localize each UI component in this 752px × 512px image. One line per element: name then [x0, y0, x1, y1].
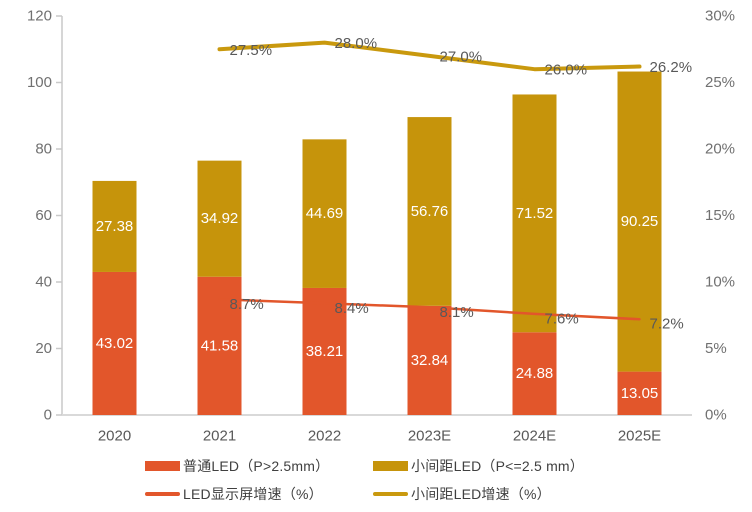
bar-segment	[407, 117, 452, 306]
legend-swatch-fine-pitch-growth	[373, 492, 408, 496]
legend-label-led-display-growth: LED显示屏增速（%）	[183, 486, 323, 502]
y-axis-label: 100	[27, 74, 52, 91]
combo-chart: 0 20 40 60 80 100 120 0% 5% 10% 15% 20% 25% 30% 2020 20…	[27, 8, 735, 445]
line-value-label: 8.4%	[335, 300, 369, 317]
y-axis-label: 120	[27, 8, 52, 25]
bar-segment	[512, 94, 557, 333]
bar-value-label: 13.05	[621, 385, 659, 402]
bar-value-label: 41.58	[201, 337, 239, 354]
legend-label-fine-pitch-led: 小间距LED（P<=2.5 mm）	[411, 458, 584, 474]
y-axis-label: 0	[44, 407, 52, 424]
bar-segment	[302, 287, 347, 415]
right-axis-label: 5%	[705, 340, 727, 357]
y-axis-label: 80	[35, 141, 52, 158]
bar-value-label: 71.52	[516, 205, 554, 222]
legend-label-common-led: 普通LED（P>2.5mm）	[183, 458, 330, 474]
line-value-label: 8.7%	[230, 296, 264, 313]
right-axis-label: 10%	[705, 274, 735, 291]
bar-value-label: 90.25	[621, 213, 659, 230]
x-axis-label: 2021	[203, 428, 236, 445]
y-axis-label: 20	[35, 340, 52, 357]
right-axis-label: 0%	[705, 407, 727, 424]
legend-item-fine-pitch-led: 小间距LED（P<=2.5 mm）	[373, 456, 584, 476]
bar-segment	[92, 180, 137, 272]
x-axis-label: 2024E	[513, 428, 556, 445]
y-axis-label: 60	[35, 207, 52, 224]
bar-value-label: 32.84	[411, 352, 449, 369]
bar-segment	[617, 71, 662, 372]
bar-segment	[407, 305, 452, 415]
bar-segment	[512, 332, 557, 415]
bar-value-label: 34.92	[201, 210, 239, 227]
bar-value-label: 38.21	[306, 343, 344, 360]
right-axis-label: 25%	[705, 74, 735, 91]
x-axis-label: 2023E	[408, 428, 451, 445]
bar-value-label: 43.02	[96, 335, 134, 352]
right-axis-label: 30%	[705, 8, 735, 25]
bar-value-label: 56.76	[411, 203, 449, 220]
line-value-label: 8.1%	[440, 304, 474, 321]
bar-segment	[92, 271, 137, 415]
x-axis-label: 2025E	[618, 428, 661, 445]
x-axis-label: 2022	[308, 428, 341, 445]
line-value-label: 27.5%	[230, 42, 273, 59]
legend-item-fine-pitch-growth: 小间距LED增速（%）	[373, 484, 584, 504]
chart-legend: 普通LED（P>2.5mm） 小间距LED（P<=2.5 mm） LED显示屏增…	[145, 452, 584, 508]
legend-label-fine-pitch-growth: 小间距LED增速（%）	[411, 486, 551, 502]
line-value-label: 28.0%	[335, 35, 378, 52]
growth-line	[217, 40, 642, 72]
legend-swatch-led-display-growth	[145, 492, 180, 496]
line-value-label: 7.6%	[545, 310, 579, 327]
legend-item-led-display-growth: LED显示屏增速（%）	[145, 484, 373, 504]
legend-swatch-common-led	[145, 461, 180, 471]
y-axis-label: 40	[35, 274, 52, 291]
x-axis-label: 2020	[98, 428, 131, 445]
legend-item-common-led: 普通LED（P>2.5mm）	[145, 456, 373, 476]
bar-segment	[617, 371, 662, 415]
right-axis-label: 20%	[705, 141, 735, 158]
bar-segment	[197, 160, 242, 277]
line-value-label: 27.0%	[440, 48, 483, 65]
bar-value-label: 44.69	[306, 205, 344, 222]
line-value-label: 26.0%	[545, 62, 588, 79]
bar-segment	[302, 139, 347, 288]
growth-line	[218, 298, 641, 321]
right-axis-label: 15%	[705, 207, 735, 224]
legend-swatch-fine-pitch-led	[373, 461, 408, 471]
bar-value-label: 27.38	[96, 218, 134, 235]
line-value-label: 26.2%	[650, 59, 693, 76]
bar-value-label: 24.88	[516, 365, 554, 382]
line-value-label: 7.2%	[650, 316, 684, 333]
